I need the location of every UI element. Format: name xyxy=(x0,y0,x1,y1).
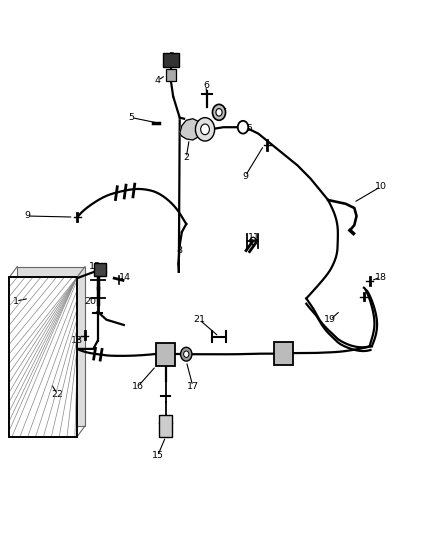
Circle shape xyxy=(184,351,189,358)
Bar xyxy=(159,415,172,437)
Circle shape xyxy=(238,121,248,134)
Text: 6: 6 xyxy=(203,81,209,90)
Text: 17: 17 xyxy=(187,382,199,391)
Text: 4: 4 xyxy=(155,76,161,85)
Text: 15: 15 xyxy=(152,451,164,460)
Circle shape xyxy=(195,118,215,141)
Text: 14: 14 xyxy=(119,273,131,281)
Bar xyxy=(166,69,176,82)
Text: 9: 9 xyxy=(24,212,30,221)
Text: 13: 13 xyxy=(88,262,101,271)
Text: 16: 16 xyxy=(132,382,144,391)
Text: 22: 22 xyxy=(51,390,64,399)
Text: 9: 9 xyxy=(242,172,248,181)
Polygon shape xyxy=(180,119,201,140)
Circle shape xyxy=(180,348,192,361)
Bar xyxy=(10,277,77,437)
Text: 21: 21 xyxy=(193,315,205,324)
Text: 18: 18 xyxy=(374,273,387,281)
Bar xyxy=(274,342,293,366)
Bar xyxy=(94,263,106,276)
Circle shape xyxy=(212,104,226,120)
Text: 19: 19 xyxy=(324,315,336,324)
Text: 8: 8 xyxy=(177,246,183,255)
Bar xyxy=(17,266,85,426)
Text: 11: 11 xyxy=(248,233,260,242)
Circle shape xyxy=(201,124,209,135)
Text: 10: 10 xyxy=(374,182,387,191)
Bar xyxy=(156,343,175,366)
Text: 7: 7 xyxy=(220,108,226,117)
Text: 5: 5 xyxy=(129,113,134,122)
Text: 1: 1 xyxy=(13,296,19,305)
Text: 5: 5 xyxy=(247,124,253,133)
Text: 3: 3 xyxy=(168,52,174,61)
Text: 12: 12 xyxy=(276,350,288,359)
Text: 20: 20 xyxy=(84,296,96,305)
Bar xyxy=(10,277,77,437)
Text: 2: 2 xyxy=(183,153,189,162)
Text: 18: 18 xyxy=(71,336,83,345)
Circle shape xyxy=(216,109,222,116)
Bar xyxy=(163,53,179,67)
